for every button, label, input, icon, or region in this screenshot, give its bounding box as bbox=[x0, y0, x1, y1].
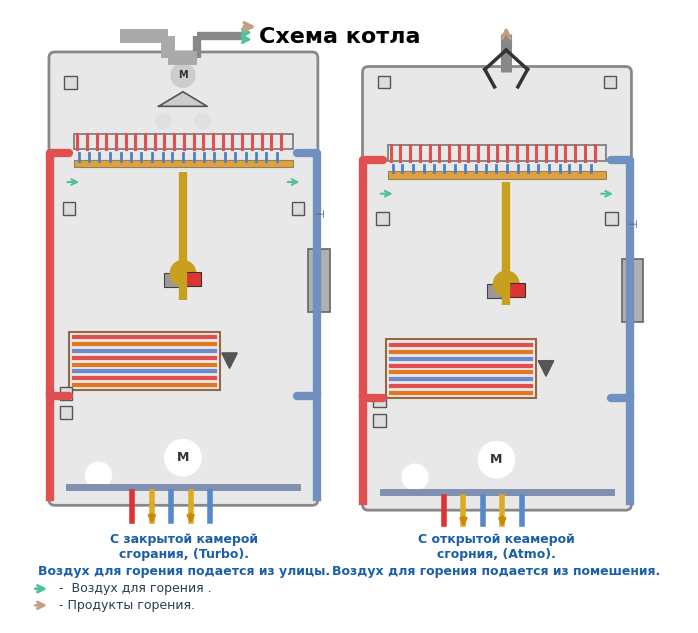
Text: ⊣: ⊣ bbox=[314, 210, 324, 220]
FancyBboxPatch shape bbox=[49, 52, 318, 505]
Bar bbox=[386, 339, 536, 398]
Bar bbox=[376, 212, 389, 225]
Bar bbox=[308, 249, 329, 312]
Polygon shape bbox=[538, 361, 554, 376]
Bar bbox=[388, 145, 606, 161]
Text: -  Воздух для горения .: - Воздух для горения . bbox=[54, 582, 211, 595]
Circle shape bbox=[170, 261, 195, 286]
Circle shape bbox=[156, 113, 171, 128]
Bar bbox=[74, 134, 292, 149]
Text: Воздух для горения подается из улицы.: Воздух для горения подается из улицы. bbox=[38, 565, 330, 577]
Bar bbox=[378, 76, 389, 88]
Text: ⊣: ⊣ bbox=[628, 220, 637, 230]
Bar bbox=[74, 160, 292, 168]
Bar bbox=[373, 394, 386, 407]
Bar bbox=[64, 76, 77, 89]
Text: M: M bbox=[177, 451, 189, 464]
Text: сгорания, (Turbo).: сгорания, (Turbo). bbox=[119, 548, 249, 561]
Bar bbox=[63, 203, 75, 215]
Circle shape bbox=[195, 113, 210, 128]
Text: M: M bbox=[490, 453, 503, 466]
Bar bbox=[509, 283, 525, 297]
Bar bbox=[59, 406, 73, 419]
Text: Схема котла: Схема котла bbox=[260, 27, 421, 47]
Circle shape bbox=[165, 441, 200, 475]
Text: - Продукты горения.: - Продукты горения. bbox=[54, 599, 195, 612]
Bar bbox=[69, 332, 220, 390]
Text: сгорния, (Atmo).: сгорния, (Atmo). bbox=[437, 548, 556, 561]
Bar bbox=[487, 284, 508, 298]
Bar bbox=[292, 203, 304, 215]
Bar bbox=[163, 273, 185, 287]
Bar bbox=[373, 414, 386, 427]
Circle shape bbox=[171, 63, 195, 87]
Circle shape bbox=[493, 272, 519, 297]
Text: С закрытой камерой: С закрытой камерой bbox=[110, 534, 258, 546]
Circle shape bbox=[479, 442, 514, 477]
Bar bbox=[622, 259, 643, 322]
Text: Воздух для горения подается из помешения.: Воздух для горения подается из помешения… bbox=[332, 565, 660, 577]
Text: С открытой кeамерой: С открытой кeамерой bbox=[418, 534, 575, 546]
Bar bbox=[59, 387, 73, 399]
Circle shape bbox=[402, 465, 428, 490]
Polygon shape bbox=[158, 92, 207, 106]
Bar bbox=[605, 212, 618, 225]
Bar bbox=[186, 272, 201, 286]
Circle shape bbox=[86, 463, 111, 488]
FancyBboxPatch shape bbox=[362, 66, 632, 510]
Bar bbox=[604, 76, 616, 88]
Text: M: M bbox=[178, 70, 188, 80]
Bar bbox=[388, 172, 606, 179]
Polygon shape bbox=[222, 353, 237, 368]
